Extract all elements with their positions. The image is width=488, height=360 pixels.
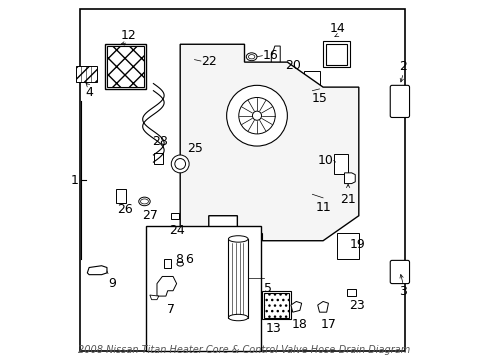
Text: 19: 19 <box>349 238 365 251</box>
Bar <box>228 239 247 318</box>
Polygon shape <box>344 173 354 184</box>
Bar <box>171 212 179 219</box>
Text: 14: 14 <box>329 22 345 35</box>
Text: 23: 23 <box>348 298 364 312</box>
Ellipse shape <box>228 236 247 242</box>
Text: 21: 21 <box>340 193 355 206</box>
Ellipse shape <box>177 262 183 266</box>
Bar <box>154 153 163 164</box>
Text: 17: 17 <box>320 318 336 330</box>
Circle shape <box>175 158 185 169</box>
Text: 12: 12 <box>120 30 136 42</box>
Bar <box>325 44 346 64</box>
Bar <box>76 66 97 82</box>
Text: 18: 18 <box>291 318 307 330</box>
Bar <box>116 189 126 203</box>
Bar <box>105 44 146 89</box>
Ellipse shape <box>139 197 150 206</box>
Text: 10: 10 <box>317 154 333 167</box>
Bar <box>146 226 260 351</box>
Text: 22: 22 <box>201 55 216 68</box>
Text: 27: 27 <box>142 208 158 221</box>
Text: 15: 15 <box>311 93 327 105</box>
Text: 7: 7 <box>167 303 175 316</box>
Text: 24: 24 <box>168 224 184 237</box>
Text: 5: 5 <box>264 283 272 296</box>
Polygon shape <box>290 301 301 312</box>
Text: 6: 6 <box>185 253 193 266</box>
Polygon shape <box>87 266 107 275</box>
Ellipse shape <box>140 199 148 204</box>
Bar <box>304 71 320 93</box>
FancyBboxPatch shape <box>389 260 408 284</box>
Text: 1: 1 <box>71 174 79 186</box>
Text: 8: 8 <box>175 253 183 266</box>
Polygon shape <box>180 44 358 241</box>
Text: 13: 13 <box>264 322 281 335</box>
Ellipse shape <box>248 55 254 59</box>
Bar <box>264 293 288 318</box>
Bar <box>107 46 144 87</box>
Bar <box>337 233 358 260</box>
Ellipse shape <box>246 53 257 61</box>
Bar <box>164 260 171 269</box>
Text: 4: 4 <box>85 86 93 99</box>
Circle shape <box>171 155 189 173</box>
Text: 2: 2 <box>399 60 407 73</box>
Text: 20: 20 <box>285 59 301 72</box>
Text: 3: 3 <box>399 285 407 298</box>
Polygon shape <box>149 295 159 300</box>
Text: 9: 9 <box>108 277 116 290</box>
Text: 11: 11 <box>315 202 330 215</box>
Circle shape <box>226 85 287 146</box>
Text: 28: 28 <box>152 135 168 148</box>
Ellipse shape <box>228 314 247 321</box>
Text: 2008 Nissan Titan Heater Core & Control Valve Hose-Drain Diagram: 2008 Nissan Titan Heater Core & Control … <box>78 345 410 355</box>
Polygon shape <box>317 301 328 312</box>
Circle shape <box>252 111 261 120</box>
Text: 25: 25 <box>187 142 203 155</box>
Polygon shape <box>185 55 194 64</box>
Text: 16: 16 <box>262 49 278 62</box>
Bar <box>323 41 349 67</box>
Bar <box>333 154 347 174</box>
Circle shape <box>238 98 275 134</box>
Polygon shape <box>271 46 280 73</box>
Bar <box>262 291 290 319</box>
Text: 26: 26 <box>117 203 132 216</box>
Bar <box>346 289 355 296</box>
FancyBboxPatch shape <box>389 85 408 117</box>
Polygon shape <box>157 276 176 296</box>
